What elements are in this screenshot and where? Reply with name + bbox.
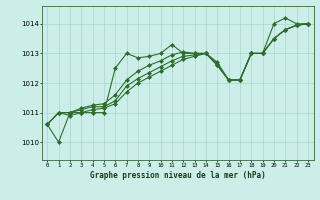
X-axis label: Graphe pression niveau de la mer (hPa): Graphe pression niveau de la mer (hPa) [90,171,266,180]
